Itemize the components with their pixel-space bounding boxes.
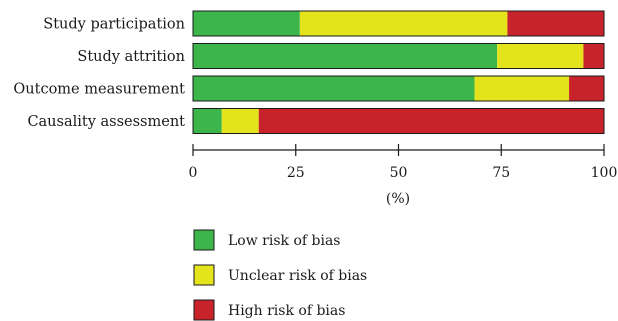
bar-4-series-2: [221, 108, 259, 134]
bar-2-series-3: [583, 43, 604, 69]
x-tick-label-2: 25: [287, 165, 305, 181]
bar-1-series-2: [299, 11, 508, 36]
x-tick-label-3: 50: [390, 165, 408, 181]
bar-outline-4: [192, 108, 605, 134]
bar-outline-3: [192, 75, 605, 102]
x-axis: 0 25 50 75 100: [189, 144, 618, 181]
category-labels: Study participation Study attrition Outcom…: [13, 17, 185, 131]
legend-label-1: Low risk of bias: [228, 233, 340, 249]
x-tick-label-1: 0: [189, 165, 198, 181]
legend-label-2: Unclear risk of bias: [228, 268, 367, 284]
bar-outline-2: [192, 43, 605, 69]
x-tick-label-4: 75: [492, 165, 510, 181]
bar-2-series-2: [497, 43, 584, 69]
bar-1-series-3: [507, 11, 604, 36]
legend: Low risk of bias Unclear risk of bias High…: [193, 229, 367, 321]
category-label-3: Outcome measurement: [13, 82, 185, 98]
x-axis-title: (%): [386, 191, 410, 207]
category-label-1: Study participation: [43, 17, 185, 33]
category-label-2: Study attrition: [77, 49, 185, 65]
category-label-4: Causality assessment: [27, 114, 185, 130]
bars-group: [192, 10, 605, 134]
bar-1-series-1: [193, 11, 300, 36]
bar-outline-1: [192, 10, 605, 37]
bar-4-series-1: [193, 108, 222, 134]
bar-3-series-2: [474, 76, 570, 101]
bar-3-series-1: [193, 76, 475, 101]
x-tick-label-5: 100: [591, 165, 618, 181]
legend-swatch-3: [193, 299, 215, 321]
bar-2-series-1: [193, 43, 498, 69]
bar-4-series-3: [258, 108, 604, 134]
legend-label-3: High risk of bias: [228, 303, 345, 319]
legend-swatch-1: [193, 229, 215, 251]
bar-3-series-3: [569, 76, 604, 101]
legend-swatch-2: [193, 264, 215, 286]
